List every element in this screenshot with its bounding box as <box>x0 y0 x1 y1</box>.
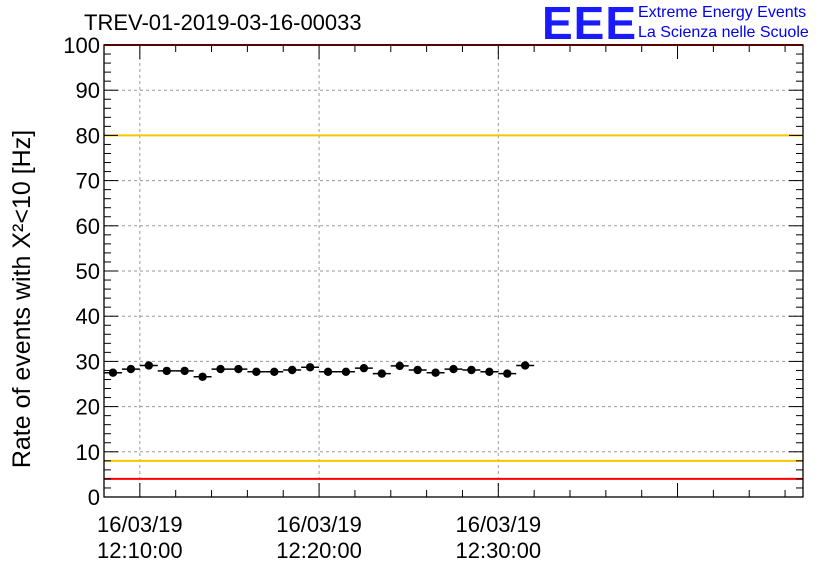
data-point <box>126 364 136 374</box>
data-point <box>270 367 279 376</box>
x-tick-label-date: 16/03/19 <box>455 512 541 537</box>
eee-logo: EEE Extreme Energy Events La Scienza nel… <box>542 0 832 49</box>
y-tick-label: 90 <box>76 78 100 103</box>
eee-logo-mark: EEE <box>542 0 638 49</box>
data-point <box>341 367 351 376</box>
y-tick-label: 40 <box>76 304 100 329</box>
y-tick-label: 60 <box>76 214 100 239</box>
data-point <box>252 367 261 376</box>
y-tick-label: 70 <box>76 169 100 194</box>
data-point <box>449 364 458 374</box>
data-point <box>503 369 512 378</box>
data-point <box>216 364 225 374</box>
y-tick-label: 50 <box>76 259 100 284</box>
chart-title: TREV-01-2019-03-16-00033 <box>84 10 362 35</box>
data-point <box>198 372 207 381</box>
x-tick-label-date: 16/03/19 <box>276 512 362 537</box>
y-tick-label: 100 <box>63 33 100 58</box>
data-point <box>287 365 297 375</box>
data-point <box>323 367 333 376</box>
data-point <box>108 368 118 377</box>
data-point <box>413 365 422 375</box>
y-tick-label: 20 <box>76 395 100 420</box>
y-axis-label: Rate of events with X²<10 [Hz] <box>8 130 36 468</box>
data-point <box>395 361 404 371</box>
y-tick-label: 30 <box>76 349 100 374</box>
data-point <box>377 369 387 378</box>
data-point <box>144 361 154 370</box>
logo-subtitle-line2: La Scienza nelle Scuole <box>638 24 809 41</box>
data-point <box>162 366 171 376</box>
data-point <box>359 363 369 373</box>
x-tick-label-time: 12:20:00 <box>276 538 362 563</box>
x-tick-label-time: 12:30:00 <box>455 538 541 563</box>
data-point <box>485 367 494 376</box>
y-tick-label: 0 <box>88 485 100 510</box>
logo-subtitle-line1: Extreme Energy Events <box>638 4 807 21</box>
x-tick-label-date: 16/03/19 <box>97 512 183 537</box>
data-point <box>234 364 243 374</box>
data-point <box>467 365 476 375</box>
y-tick-label: 80 <box>76 123 100 148</box>
data-point <box>520 361 530 370</box>
data-point <box>180 366 189 376</box>
data-point <box>305 363 315 372</box>
y-tick-label: 10 <box>76 440 100 465</box>
data-point <box>431 368 440 377</box>
x-tick-label-time: 12:10:00 <box>97 538 183 563</box>
